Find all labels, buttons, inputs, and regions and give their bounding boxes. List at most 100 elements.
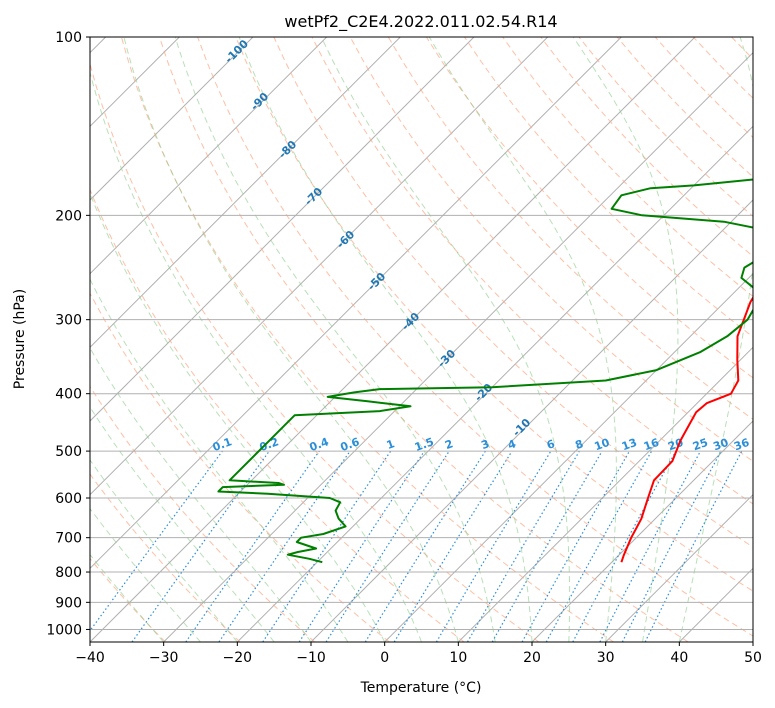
dry-adiabat-label: -10 (510, 416, 533, 439)
isotherm-line (531, 420, 753, 642)
moist-adiabat-line (90, 459, 238, 642)
y-tick-label: 100 (55, 30, 82, 46)
moist-adiabat-line (90, 347, 312, 642)
mixing-ratio-line (521, 450, 631, 642)
mixing-ratio-line (131, 450, 270, 642)
mixing-ratio-label: 16 (642, 436, 661, 454)
x-tick-label: 40 (670, 650, 688, 666)
x-tick-label: 50 (744, 650, 762, 666)
mixing-ratio-line (599, 450, 702, 642)
dry-adiabat-line (425, 37, 753, 379)
moist-adiabat-line (90, 406, 275, 642)
isotherm-line (90, 37, 475, 422)
moist-adiabat-line (123, 37, 459, 642)
x-tick-label: −10 (296, 650, 326, 666)
moist-adiabat-line (90, 70, 422, 642)
mixing-ratio-label: 4 (506, 437, 518, 452)
y-tick-label: 700 (55, 531, 82, 547)
mixing-ratio-label: 0.6 (339, 435, 362, 454)
moist-adiabat-line (428, 37, 617, 642)
isotherm-line (90, 37, 622, 570)
mixing-ratio-line (325, 450, 450, 642)
dewpoint-profile-line (217, 178, 753, 564)
isotherm-line (678, 567, 753, 642)
mixing-ratio-line (218, 450, 351, 642)
plot-frame (89, 36, 754, 643)
x-axis-label: Temperature (°C) (360, 680, 482, 696)
dry-adiabat-line (311, 37, 753, 505)
mixing-ratio-label: 25 (691, 436, 710, 453)
mixing-ratio-label: 3 (479, 437, 491, 452)
x-tick-label: 0 (380, 650, 389, 666)
x-tick-label: 10 (449, 650, 467, 666)
dry-adiabat-line (90, 62, 540, 642)
dry-adiabat-line (464, 37, 753, 338)
y-tick-label: 300 (55, 313, 82, 329)
chart-title: wetPf2_C2E4.2022.011.02.54.R14 (284, 12, 557, 32)
moist-adiabat-line (572, 37, 679, 642)
y-tick-label: 500 (55, 444, 82, 460)
moist-adiabat-line (90, 507, 201, 642)
dry-adiabat-line (197, 37, 753, 637)
x-tick-label: 30 (597, 650, 615, 666)
y-tick-label: 900 (55, 595, 82, 611)
dry-adiabat-line (502, 37, 753, 298)
y-tick-label: 200 (55, 208, 82, 224)
mixing-ratio-label: 6 (545, 437, 557, 452)
y-tick-label: 800 (55, 565, 82, 581)
dry-adiabat-line (90, 385, 316, 642)
isotherm-line (384, 272, 753, 642)
isotherm-line (310, 199, 753, 642)
mixing-ratio-line (466, 450, 580, 642)
isotherm-line (457, 346, 753, 642)
mixing-ratio-label: 0.1 (211, 435, 234, 454)
moist-adiabat-line (320, 37, 571, 642)
dry-adiabat-line (349, 37, 753, 462)
dry-adiabat-line (90, 188, 465, 642)
mixing-ratio-label: 1.5 (413, 435, 436, 454)
mixing-ratio-label: 13 (620, 436, 639, 453)
moist-adiabat-line (238, 37, 533, 642)
moist-adiabat-line (174, 37, 496, 642)
mixing-ratio-label: 30 (711, 436, 730, 454)
dry-adiabat-line (235, 37, 753, 592)
mixing-ratio-line (185, 450, 320, 642)
mixing-ratio-label: 0.4 (308, 435, 331, 454)
dry-adiabat-line (90, 292, 390, 642)
dry-adiabat-line (578, 37, 753, 218)
x-tick-label: −30 (149, 650, 179, 666)
isotherm-line (163, 51, 753, 642)
plot-data (217, 178, 753, 564)
mixing-ratio-line (572, 450, 677, 642)
moist-adiabat-line (678, 37, 753, 642)
isotherm-line (90, 37, 401, 349)
mixing-ratio-label: 1 (385, 437, 397, 452)
x-tick-label: 20 (523, 650, 541, 666)
isotherm-line (236, 125, 753, 642)
x-tick-label: −40 (75, 650, 105, 666)
moist-adiabat-line (90, 192, 386, 642)
isotherm-line (90, 37, 254, 201)
x-tick-label: −20 (223, 650, 253, 666)
axis-ticks: −40 −30 −20 −10 0 10 20 30 40 5010020030040050060… (46, 30, 762, 666)
temperature-profile-line (620, 295, 753, 563)
mixing-ratio-line (90, 450, 223, 632)
isotherm-line (90, 37, 549, 496)
dry-adiabat-line (692, 37, 753, 99)
mixing-ratio-line (621, 450, 722, 642)
mixing-ratio-label: 10 (593, 436, 612, 454)
dry-adiabat-line (159, 37, 689, 642)
mixing-ratio-label: 8 (573, 437, 585, 452)
plot-background (90, 37, 753, 642)
dry-adiabat-label: -90 (248, 90, 271, 113)
mixing-ratio-line (298, 450, 425, 642)
y-tick-label: 600 (55, 491, 82, 507)
mixing-ratio-line (393, 450, 513, 642)
y-axis-label: Pressure (hPa) (12, 289, 28, 389)
isotherm-line (90, 37, 328, 275)
mixing-ratio-label: 2 (443, 437, 455, 452)
dry-adiabat-line (90, 473, 241, 642)
mixing-ratio-label: 0.2 (258, 435, 281, 454)
mixing-ratio-line (262, 450, 392, 642)
